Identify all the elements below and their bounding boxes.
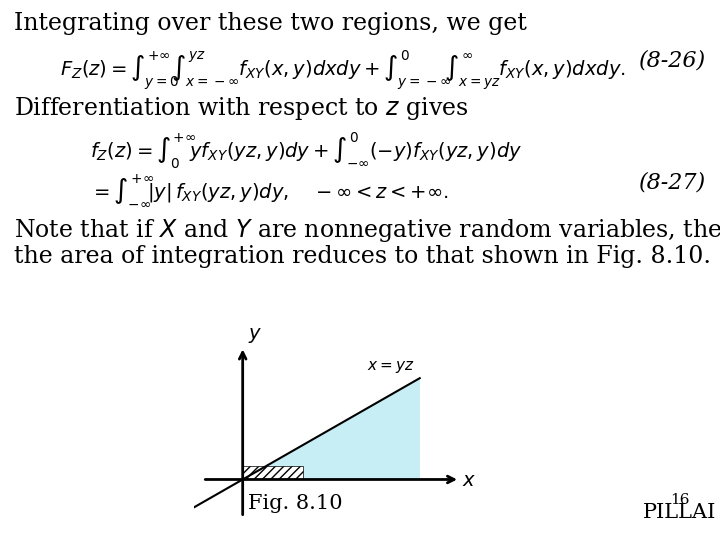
Text: $y$: $y$ [248, 326, 262, 345]
Text: $=\int_{-\infty}^{+\infty}\!\!|y|\,f_{XY}(yz,y)dy,\quad -\infty<z<+\infty.$: $=\int_{-\infty}^{+\infty}\!\!|y|\,f_{XY… [90, 172, 449, 208]
Text: (8-27): (8-27) [639, 172, 706, 194]
Text: PILLAI: PILLAI [643, 503, 716, 522]
Text: Integrating over these two regions, we get: Integrating over these two regions, we g… [14, 12, 527, 35]
Text: $x$: $x$ [462, 472, 476, 490]
Text: $f_Z(z)=\int_{0}^{+\infty}\!\!yf_{XY}(yz,y)dy+\int_{-\infty}^{0}(-y)f_{XY}(yz,y): $f_Z(z)=\int_{0}^{+\infty}\!\!yf_{XY}(yz… [90, 131, 522, 171]
Text: (8-26): (8-26) [639, 49, 706, 71]
Text: Differentiation with respect to $z$ gives: Differentiation with respect to $z$ give… [14, 95, 469, 122]
Polygon shape [243, 378, 420, 480]
Text: 16: 16 [670, 493, 690, 507]
Text: the area of integration reduces to that shown in Fig. 8.10.: the area of integration reduces to that … [14, 245, 711, 268]
Text: $x = yz$: $x = yz$ [367, 359, 415, 375]
Text: Fig. 8.10: Fig. 8.10 [248, 494, 342, 513]
Text: $F_Z(z)=\int_{y=0}^{+\infty}\!\!\int_{x=-\infty}^{yz}f_{XY}(x,y)dxdy+\int_{y=-\i: $F_Z(z)=\int_{y=0}^{+\infty}\!\!\int_{x=… [60, 49, 626, 92]
Text: Note that if $X$ and $Y$ are nonnegative random variables, then: Note that if $X$ and $Y$ are nonnegative… [14, 217, 720, 244]
Polygon shape [243, 465, 303, 480]
